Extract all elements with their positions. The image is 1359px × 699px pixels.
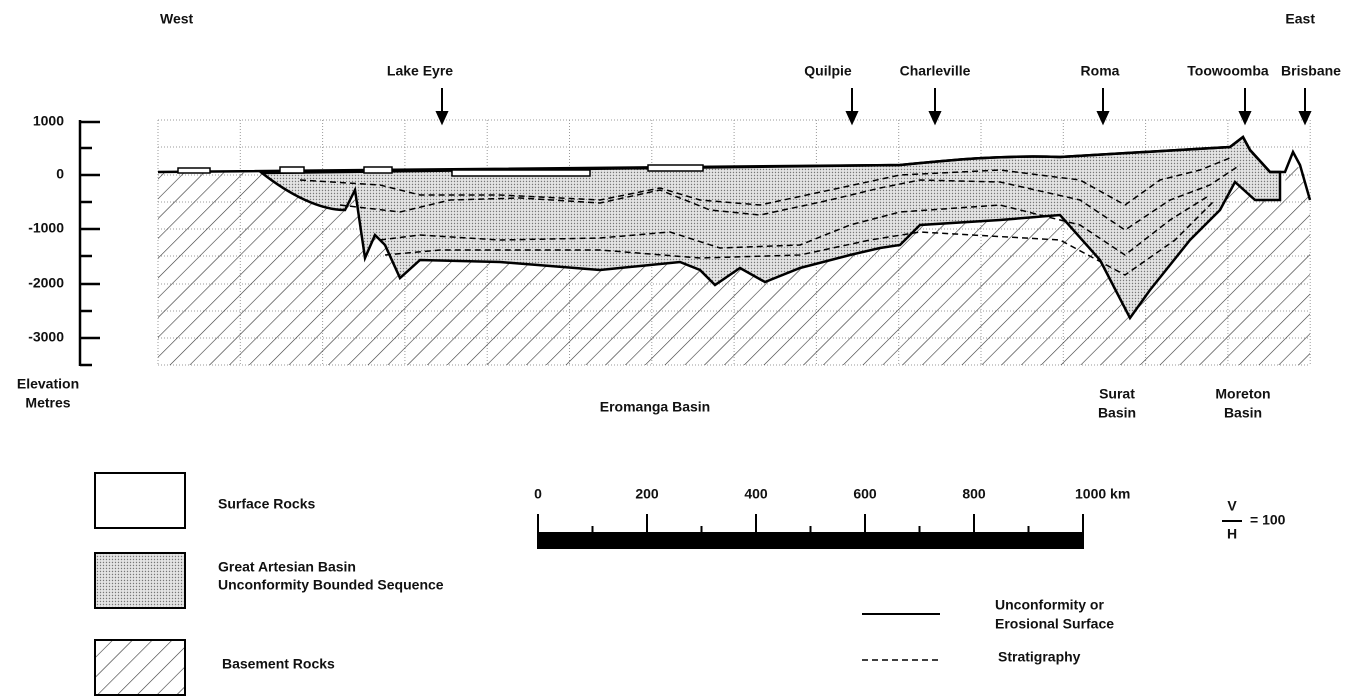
basement: [158, 152, 1310, 365]
ratio-denominator: H: [1227, 526, 1237, 542]
axis-title: Elevation: [17, 376, 79, 392]
basin-label: Basin: [1098, 405, 1136, 421]
scale-label: 1000 km: [1075, 486, 1130, 502]
location-label: Brisbane: [1281, 63, 1341, 79]
elevation-axis: [78, 120, 100, 367]
location-label: Roma: [1081, 63, 1120, 79]
stratigraphy: [299, 157, 1241, 276]
legend-label: Basement Rocks: [222, 656, 335, 672]
axis-tick-label: 0: [56, 166, 64, 182]
location-arrows: [435, 88, 1312, 126]
location-label: Lake Eyre: [387, 63, 453, 79]
axis-tick-label: -2000: [28, 275, 64, 291]
arrow-head: [435, 111, 449, 126]
arrow-head: [928, 111, 942, 126]
scale-bar: [537, 514, 1084, 549]
arrow-head: [1238, 111, 1252, 126]
scale-label: 800: [962, 486, 986, 502]
legend-label: Great Artesian Basin: [218, 559, 356, 575]
legend-label: Unconformity or: [995, 597, 1104, 613]
legend-label: Unconformity Bounded Sequence: [218, 577, 444, 593]
arrow-head: [1298, 111, 1312, 126]
surface-rocks: [177, 164, 704, 177]
axis-tick-label: -3000: [28, 329, 64, 345]
axis-tick-label: 1000: [33, 113, 64, 129]
legend-boxes: [94, 472, 940, 696]
east-label: East: [1285, 11, 1315, 27]
ratio-numerator: V: [1227, 498, 1237, 514]
basin-label: Surat: [1099, 386, 1135, 402]
arrow-head: [1096, 111, 1110, 126]
basin-label: Moreton: [1215, 386, 1270, 402]
basin-label: Eromanga Basin: [600, 399, 710, 415]
legend-label: Erosional Surface: [995, 616, 1114, 632]
west-label: West: [160, 11, 194, 27]
axis-tick-label: -1000: [28, 220, 64, 236]
surface: [157, 135, 1312, 201]
scale-label: 400: [744, 486, 768, 502]
ratio-value: = 100: [1250, 512, 1286, 528]
legend-label: Stratigraphy: [998, 649, 1081, 665]
scale-label: 200: [635, 486, 659, 502]
location-label: Charleville: [900, 63, 971, 79]
scale-label: 0: [534, 486, 542, 502]
arrow-head: [845, 111, 859, 126]
location-label: Toowoomba: [1187, 63, 1269, 79]
legend-label: Surface Rocks: [218, 496, 315, 512]
basin-label: Basin: [1224, 405, 1262, 421]
location-label: Quilpie: [804, 63, 852, 79]
axis-title: Metres: [25, 395, 70, 411]
scale-label: 600: [853, 486, 877, 502]
